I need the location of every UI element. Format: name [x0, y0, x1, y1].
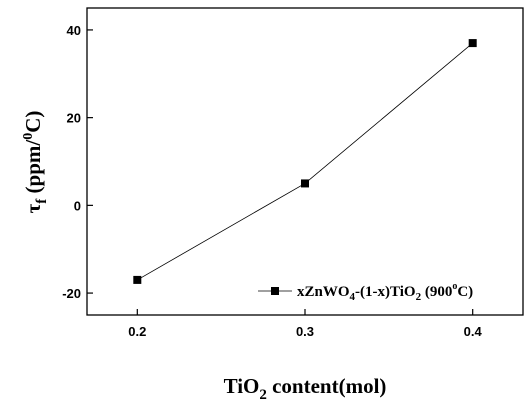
y-title-sub-f: f [34, 198, 50, 204]
x-tick-label: 0.4 [464, 324, 483, 339]
y-title-sup-0: 0 [21, 133, 36, 140]
x-tick-label: 0.2 [128, 324, 146, 339]
x-title-sub-2: 2 [259, 387, 267, 402]
series-markers [133, 39, 477, 284]
y-axis-ticks: -20 0 20 40 [62, 23, 93, 301]
legend-sup-o: o [452, 281, 457, 292]
x-axis-title: TiO2 content(mol) [224, 374, 387, 402]
data-point [301, 179, 309, 188]
plot-frame [86, 7, 524, 316]
data-point [133, 275, 142, 284]
y-tick-label: 0 [74, 198, 81, 213]
y-tick-label: -20 [62, 286, 81, 301]
x-axis-ticks: 0.2 0.3 0.4 [128, 309, 482, 339]
legend-marker [271, 287, 279, 295]
legend-sub-4: 4 [350, 291, 356, 303]
y-tick-label: 40 [67, 23, 81, 38]
x-tick-label: 0.3 [296, 324, 314, 339]
y-tick-label: 20 [67, 111, 81, 126]
data-point [468, 39, 477, 48]
series-line [137, 42, 473, 281]
legend-label: xZnWO4-(1-x)TiO2 (900oC) [297, 281, 473, 303]
legend: xZnWO4-(1-x)TiO2 (900oC) [258, 281, 473, 303]
legend-sub-2: 2 [416, 291, 422, 303]
y-axis-title: τf (ppm/0C) [21, 111, 50, 214]
